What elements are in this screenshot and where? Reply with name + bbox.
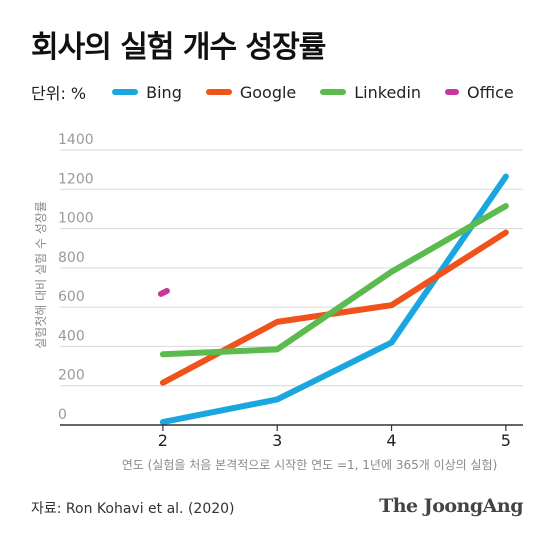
brand-logo: The JoongAng xyxy=(379,495,523,517)
series-line-linkedin xyxy=(159,202,509,358)
legend-label-office: Office xyxy=(467,82,514,102)
axis-layer: 0 200 400 600 800 1000 1200 1400 2 3 4 5연도 (실험을 처음 … xyxy=(34,132,523,472)
series-layer xyxy=(157,173,509,426)
y-tick-label: 400 xyxy=(58,328,85,344)
legend-swatch-google xyxy=(205,89,232,95)
x-axis-label: 연도 (실험을 처음 본격적으로 시작한 연도 =1, 1년에 365개 이상의… xyxy=(122,458,498,472)
y-tick-label: 800 xyxy=(58,250,85,266)
series-line-bing xyxy=(159,173,509,426)
legend-label-bing: Bing xyxy=(146,82,182,102)
x-tick-label: 3 xyxy=(272,431,282,450)
x-tick-label: 4 xyxy=(386,431,396,450)
legend: 단위: % Bing Google Linkedin Office xyxy=(31,80,538,104)
source-credit: 자료: Ron Kohavi et al. (2020) xyxy=(31,501,235,517)
y-tick-label: 1000 xyxy=(58,211,94,227)
legend-swatch-linkedin xyxy=(320,89,347,95)
y-tick-label: 1400 xyxy=(58,132,94,148)
legend-swatch-office xyxy=(445,89,460,95)
legend-item-office: Office xyxy=(445,83,514,102)
series-point-office xyxy=(157,287,170,297)
chart-title: 회사의 실험 개수 성장률 xyxy=(31,30,326,65)
y-tick-label: 0 xyxy=(58,407,67,423)
y-tick-label: 200 xyxy=(58,368,85,384)
x-tick-label: 2 xyxy=(158,431,168,450)
legend-label-linkedin: Linkedin xyxy=(354,82,422,102)
legend-item-google: Google xyxy=(205,82,297,102)
y-tick-label: 1200 xyxy=(58,171,94,187)
legend-item-linkedin: Linkedin xyxy=(320,83,421,102)
legend-item-bing: Bing xyxy=(112,83,182,102)
y-tick-label: 600 xyxy=(58,289,85,305)
legend-label-google: Google xyxy=(239,82,297,102)
legend-swatch-bing xyxy=(112,89,139,95)
x-tick-label: 5 xyxy=(501,431,511,450)
unit-label: 단위: % xyxy=(31,84,87,103)
y-axis-label: 실험첫해 대비 실험 수 성장률 xyxy=(34,201,48,349)
